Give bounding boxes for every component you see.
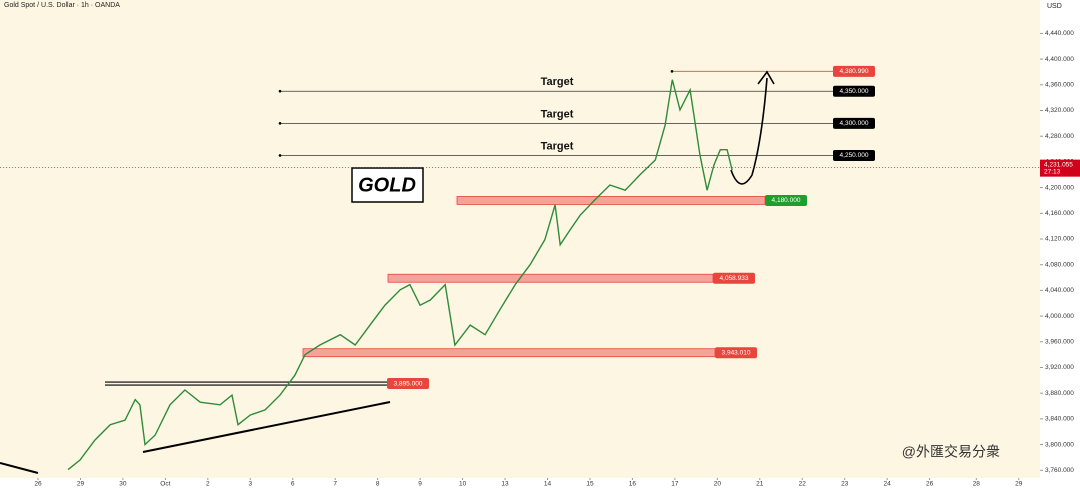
level-tag-label: 4,380.990 bbox=[840, 68, 869, 75]
x-tick-label: 13 bbox=[501, 481, 509, 488]
y-tick-label: 3,960.000 bbox=[1045, 339, 1074, 346]
time-axis bbox=[0, 478, 1040, 488]
x-tick-label: 29 bbox=[1015, 481, 1023, 488]
x-tick-label: Oct bbox=[160, 481, 170, 488]
y-tick-label: 4,400.000 bbox=[1045, 56, 1074, 63]
x-tick-label: 7 bbox=[333, 481, 337, 488]
x-tick-label: 24 bbox=[884, 481, 892, 488]
level-tag-label: 3,895.000 bbox=[394, 380, 423, 387]
x-tick-label: 9 bbox=[418, 481, 422, 488]
level-tag-label: 3,943.010 bbox=[722, 349, 751, 356]
gold-box bbox=[351, 167, 424, 203]
x-tick-label: 2 bbox=[206, 481, 210, 488]
y-tick-label: 4,320.000 bbox=[1045, 107, 1074, 114]
y-tick-label: 4,160.000 bbox=[1045, 210, 1074, 217]
arrow-head bbox=[757, 70, 775, 85]
y-tick-label: 3,760.000 bbox=[1045, 467, 1074, 474]
x-tick-label: 21 bbox=[756, 481, 764, 488]
level-tag bbox=[833, 117, 875, 129]
last-price-tag bbox=[1040, 159, 1080, 177]
target-label: Target bbox=[541, 140, 574, 152]
level-dot bbox=[670, 70, 674, 73]
x-tick-label: 3 bbox=[248, 481, 252, 488]
y-tick-label: 4,080.000 bbox=[1045, 261, 1074, 268]
x-tick-label: 28 bbox=[973, 481, 981, 488]
x-tick-label: 30 bbox=[119, 481, 127, 488]
x-tick-label: 10 bbox=[459, 481, 467, 488]
level-tag bbox=[833, 149, 875, 161]
x-tick-label: 23 bbox=[841, 481, 849, 488]
x-tick-label: 8 bbox=[376, 481, 380, 488]
target-label: Target bbox=[541, 108, 574, 120]
level-tag-label: 4,180.000 bbox=[772, 197, 801, 204]
last-price-label: 4,231.055 bbox=[1044, 161, 1073, 168]
level-zone bbox=[456, 196, 766, 205]
level-tag-label: 4,350.000 bbox=[840, 88, 869, 95]
level-zone bbox=[387, 273, 714, 283]
level-dot bbox=[278, 89, 282, 93]
level-tag-label: 4,058.933 bbox=[720, 275, 749, 282]
level-tag bbox=[713, 272, 755, 284]
level-dot bbox=[278, 122, 282, 125]
chart-title: Gold Spot / U.S. Dollar · 1h · OANDA bbox=[4, 2, 120, 9]
level-tag bbox=[387, 378, 429, 390]
level-zone bbox=[302, 348, 716, 358]
level-tag bbox=[833, 85, 875, 97]
y-tick-label: 3,800.000 bbox=[1045, 441, 1074, 448]
x-tick-label: 14 bbox=[544, 481, 552, 488]
price-line bbox=[67, 79, 733, 471]
watermark: @外匯交易分衆 bbox=[902, 444, 1000, 460]
trendline bbox=[0, 462, 39, 474]
x-tick-label: 22 bbox=[799, 481, 807, 488]
currency: USD bbox=[1047, 3, 1062, 10]
y-tick-label: 4,440.000 bbox=[1045, 30, 1074, 37]
x-tick-label: 26 bbox=[34, 481, 42, 488]
y-tick-label: 3,880.000 bbox=[1045, 390, 1074, 397]
level-tag-label: 4,250.000 bbox=[840, 152, 869, 159]
x-tick-label: 6 bbox=[291, 481, 295, 488]
y-tick-label: 4,120.000 bbox=[1045, 236, 1074, 243]
countdown: 27:13 bbox=[1044, 168, 1061, 175]
x-tick-label: 20 bbox=[714, 481, 722, 488]
x-tick-label: 17 bbox=[671, 481, 679, 488]
y-tick-label: 4,360.000 bbox=[1045, 82, 1074, 89]
y-tick-label: 3,920.000 bbox=[1045, 364, 1074, 371]
x-tick-label: 16 bbox=[629, 481, 637, 488]
projection-arrow bbox=[730, 77, 768, 185]
y-tick-label: 4,040.000 bbox=[1045, 287, 1074, 294]
y-tick-label: 4,000.000 bbox=[1045, 313, 1074, 320]
y-tick-label: 4,280.000 bbox=[1045, 133, 1074, 140]
level-tag bbox=[765, 194, 807, 206]
target-label: Target bbox=[541, 76, 574, 88]
trendline bbox=[142, 401, 391, 453]
gold-label: GOLD bbox=[358, 174, 416, 196]
level-tag-label: 4,300.000 bbox=[840, 120, 869, 127]
level-dot bbox=[278, 154, 282, 157]
x-tick-label: 15 bbox=[586, 481, 594, 488]
level-tag bbox=[715, 347, 757, 359]
y-tick-label: 4,200.000 bbox=[1045, 184, 1074, 191]
price-axis bbox=[1040, 0, 1080, 488]
x-tick-label: 29 bbox=[77, 481, 85, 488]
x-tick-label: 26 bbox=[926, 481, 934, 488]
level-tag bbox=[833, 65, 875, 77]
y-tick-label: 3,840.000 bbox=[1045, 416, 1074, 423]
